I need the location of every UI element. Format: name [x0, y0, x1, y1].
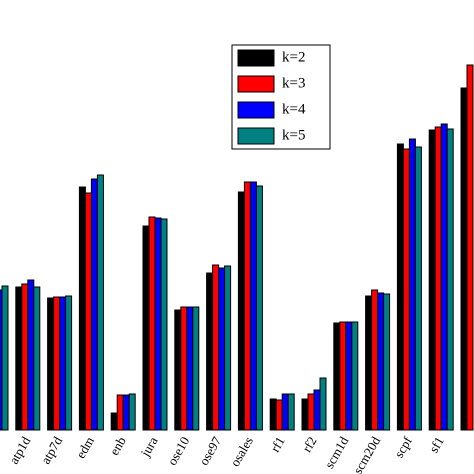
bar: [434, 126, 442, 431]
legend-swatch: [237, 49, 275, 67]
bar: [128, 393, 136, 431]
bar: [428, 129, 436, 431]
bar: [414, 146, 422, 431]
legend: k=2 k=3 k=4 k=5: [237, 49, 306, 145]
bar: [281, 393, 289, 431]
bar: [59, 296, 67, 431]
legend-swatch: [237, 75, 275, 93]
bar: [122, 394, 130, 431]
bar: [255, 185, 263, 431]
x-tick-label: sf1: [426, 434, 447, 455]
bar: [206, 272, 214, 431]
bar: [333, 322, 341, 431]
bar: [275, 399, 283, 431]
bar: [212, 264, 220, 431]
x-tick-label: atp1d: [6, 434, 34, 467]
bar: [78, 186, 86, 431]
bar: [269, 398, 277, 431]
bar: [301, 398, 309, 431]
x-tick-label: ose97: [196, 434, 224, 468]
bar: [446, 128, 454, 431]
x-tick-label: rf2: [299, 434, 320, 455]
bar: [65, 295, 73, 431]
bar: [396, 143, 404, 431]
bar: [15, 286, 23, 431]
legend-swatch: [237, 127, 275, 145]
x-tick-label: atp7d: [38, 434, 66, 467]
x-tick-label: andro: [0, 434, 2, 467]
x-tick-label: edm: [73, 434, 97, 461]
bar: [160, 218, 168, 431]
bar: [339, 321, 347, 431]
bar: [460, 87, 468, 431]
bar: [351, 321, 359, 431]
bar: [466, 64, 474, 431]
bar: [90, 178, 98, 431]
bar: [408, 138, 416, 431]
bar: [27, 279, 35, 431]
legend-label: k=5: [282, 127, 305, 143]
bar: [402, 148, 410, 431]
bar: [218, 267, 226, 431]
bar: [47, 297, 55, 431]
bar: [53, 296, 61, 431]
bar: [319, 377, 327, 431]
bar: [154, 217, 162, 431]
bar: [180, 306, 188, 431]
legend-label: k=4: [282, 101, 306, 117]
bar: [116, 394, 124, 431]
legend-label: k=2: [282, 49, 305, 65]
bar: [307, 393, 315, 431]
x-tick-label: enb: [106, 434, 128, 458]
x-tick-label: ose10: [164, 434, 192, 468]
x-tick-label: scm20d: [350, 434, 383, 474]
bar: [84, 192, 92, 431]
bar: [148, 216, 156, 431]
bar: [33, 286, 41, 431]
x-tick-label: scpf: [391, 433, 415, 460]
bar: [287, 393, 295, 431]
x-tick-label: osales: [227, 434, 256, 469]
bar: [142, 225, 150, 431]
bar: [174, 309, 182, 431]
legend-swatch: [237, 101, 275, 119]
bar: [249, 181, 257, 431]
legend-label: k=3: [282, 75, 305, 91]
bar: [224, 265, 232, 431]
bar: [365, 295, 373, 431]
bar: [243, 181, 251, 431]
bar: [371, 289, 379, 431]
bar: [237, 191, 245, 431]
bar: [1, 285, 9, 431]
bar: [377, 292, 385, 431]
x-tick-label: scm1d: [321, 434, 351, 471]
bar: [110, 412, 118, 431]
bar: [313, 389, 321, 431]
bar: [345, 321, 353, 431]
bar: [440, 123, 448, 431]
bar: [383, 293, 391, 431]
bar: [96, 174, 104, 431]
x-tick-label: jura: [137, 434, 161, 460]
bar: [192, 306, 200, 431]
x-tick-label: rf1: [267, 434, 288, 455]
bar: [21, 283, 29, 431]
bar: [186, 306, 194, 431]
